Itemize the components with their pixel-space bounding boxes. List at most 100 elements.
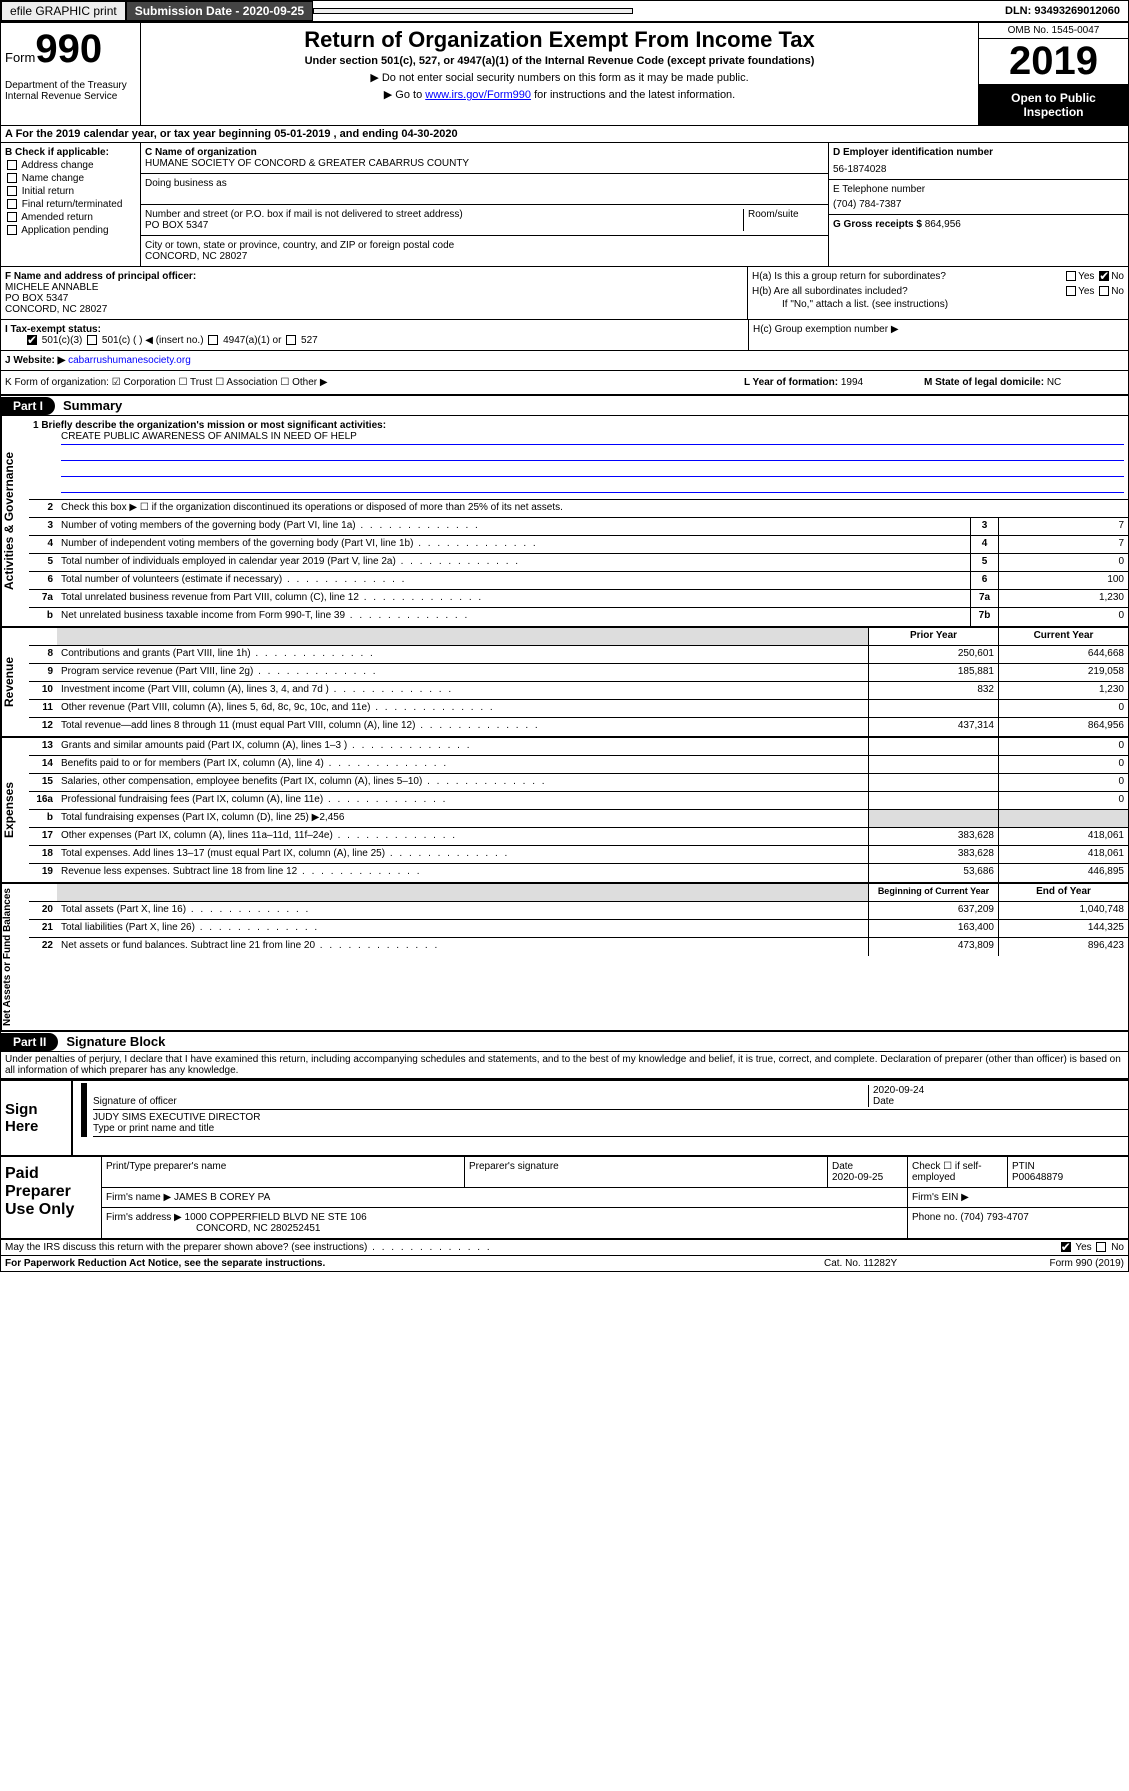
firm-ein-label: Firm's EIN ▶	[908, 1188, 1128, 1207]
row-j-website: J Website: ▶ cabarrushumanesociety.org	[1, 351, 1128, 371]
part-1-title: Summary	[63, 396, 122, 415]
row-i: I Tax-exempt status: 501(c)(3) 501(c) ( …	[1, 320, 1128, 351]
side-label-revenue: Revenue	[1, 628, 29, 736]
box-b-checkboxes: B Check if applicable: Address change Na…	[1, 143, 141, 266]
city-value: CONCORD, NC 28027	[145, 251, 824, 262]
form-of-org: K Form of organization: ☑ Corporation ☐ …	[5, 377, 744, 388]
gross-receipts-label: G Gross receipts $	[833, 219, 922, 230]
firm-addr2: CONCORD, NC 280252451	[196, 1223, 321, 1234]
table-row: 15Salaries, other compensation, employee…	[29, 774, 1128, 792]
firm-phone: (704) 793-4707	[960, 1212, 1028, 1223]
mission-text: CREATE PUBLIC AWARENESS OF ANIMALS IN NE…	[61, 431, 1124, 445]
website-link[interactable]: cabarrushumanesociety.org	[68, 355, 191, 366]
part-1-bubble: Part I	[1, 397, 55, 415]
form-number: 990	[35, 27, 102, 71]
submission-date: Submission Date - 2020-09-25	[126, 1, 313, 21]
sign-here-label: Sign Here	[1, 1081, 71, 1155]
firm-addr1: 1000 COPPERFIELD BLVD NE STE 106	[185, 1212, 367, 1223]
governance-section: Activities & Governance 1 Briefly descri…	[1, 416, 1128, 628]
org-name: HUMANE SOCIETY OF CONCORD & GREATER CABA…	[145, 158, 824, 169]
beginning-year-header: Beginning of Current Year	[868, 884, 998, 901]
ein-value: 56-1874028	[833, 164, 1124, 175]
org-name-label: C Name of organization	[145, 147, 824, 158]
efile-print-button[interactable]: efile GRAPHIC print	[1, 1, 126, 21]
current-year-header: Current Year	[998, 628, 1128, 645]
cb-final-return[interactable]: Final return/terminated	[5, 199, 136, 210]
officer-addr2: CONCORD, NC 28027	[5, 304, 743, 315]
officer-name: MICHELE ANNABLE	[5, 282, 743, 293]
address-label: Number and street (or P.O. box if mail i…	[145, 209, 739, 220]
h-b: H(b) Are all subordinates included? Yes …	[752, 286, 1124, 297]
table-row: 4Number of independent voting members of…	[29, 536, 1128, 554]
discuss-row: May the IRS discuss this return with the…	[1, 1240, 1128, 1256]
tax-exempt-label: I Tax-exempt status:	[5, 324, 101, 335]
row-k-l-m: K Form of organization: ☑ Corporation ☐ …	[1, 371, 1128, 396]
side-label-governance: Activities & Governance	[1, 416, 29, 626]
signature-officer-label: Signature of officer	[93, 1096, 177, 1107]
dropdown-placeholder[interactable]	[313, 8, 633, 14]
year-formation-label: L Year of formation:	[744, 377, 838, 388]
self-employed-check[interactable]: Check ☐ if self-employed	[908, 1157, 1008, 1187]
ptin-value: P00648879	[1012, 1172, 1063, 1183]
ein-label: D Employer identification number	[833, 147, 1124, 158]
revenue-section: Revenue Prior Year Current Year 8Contrib…	[1, 628, 1128, 738]
cb-initial-return[interactable]: Initial return	[5, 186, 136, 197]
row-a-tax-year: A For the 2019 calendar year, or tax yea…	[1, 126, 1128, 143]
form-header: Form990 Department of the Treasury Inter…	[1, 23, 1128, 126]
part-1-header: Part I Summary	[1, 396, 1128, 416]
cb-amended-return[interactable]: Amended return	[5, 212, 136, 223]
table-row: 8Contributions and grants (Part VIII, li…	[29, 646, 1128, 664]
table-row: 10Investment income (Part VIII, column (…	[29, 682, 1128, 700]
cb-name-change[interactable]: Name change	[5, 173, 136, 184]
cb-application-pending[interactable]: Application pending	[5, 225, 136, 236]
firm-name: JAMES B COREY PA	[174, 1192, 270, 1203]
end-year-header: End of Year	[998, 884, 1128, 901]
phone-value: (704) 784-7387	[833, 199, 1124, 210]
part-2-header: Part II Signature Block	[1, 1032, 1128, 1052]
table-row: 19Revenue less expenses. Subtract line 1…	[29, 864, 1128, 882]
form-title: Return of Organization Exempt From Incom…	[145, 27, 974, 53]
expenses-section: Expenses 13Grants and similar amounts pa…	[1, 738, 1128, 884]
table-row: bTotal fundraising expenses (Part IX, co…	[29, 810, 1128, 828]
row-f-h: F Name and address of principal officer:…	[1, 267, 1128, 320]
table-row: 9Program service revenue (Part VIII, lin…	[29, 664, 1128, 682]
cb-address-change[interactable]: Address change	[5, 160, 136, 171]
part-2-title: Signature Block	[66, 1032, 165, 1051]
h-note: If "No," attach a list. (see instruction…	[752, 299, 1124, 310]
form-note-2: ▶ Go to www.irs.gov/Form990 for instruct…	[145, 88, 974, 101]
address-value: PO BOX 5347	[145, 220, 739, 231]
phone-label: E Telephone number	[833, 184, 1124, 195]
prior-year-header: Prior Year	[868, 628, 998, 645]
table-row: 13Grants and similar amounts paid (Part …	[29, 738, 1128, 756]
tax-year: 2019	[979, 39, 1128, 85]
h-c: H(c) Group exemption number ▶	[748, 320, 1128, 350]
paperwork-footer: For Paperwork Reduction Act Notice, see …	[1, 1256, 1128, 1271]
form-note-1: ▶ Do not enter social security numbers o…	[145, 71, 974, 84]
h-a: H(a) Is this a group return for subordin…	[752, 271, 1124, 282]
table-row: 14Benefits paid to or for members (Part …	[29, 756, 1128, 774]
table-row: 6Total number of volunteers (estimate if…	[29, 572, 1128, 590]
state-domicile-label: M State of legal domicile:	[924, 377, 1044, 388]
table-row: 20Total assets (Part X, line 16)637,2091…	[29, 902, 1128, 920]
table-row: 12Total revenue—add lines 8 through 11 (…	[29, 718, 1128, 736]
gross-receipts-value: 864,956	[925, 219, 961, 230]
instructions-link[interactable]: www.irs.gov/Form990	[425, 89, 531, 101]
omb-number: OMB No. 1545-0047	[979, 23, 1128, 39]
form-label: Form	[5, 50, 35, 65]
table-row: 18Total expenses. Add lines 13–17 (must …	[29, 846, 1128, 864]
officer-addr1: PO BOX 5347	[5, 293, 743, 304]
sign-date: 2020-09-24	[873, 1085, 924, 1096]
dba-label: Doing business as	[145, 178, 824, 189]
table-row: 22Net assets or fund balances. Subtract …	[29, 938, 1128, 956]
open-to-public: Open to Public Inspection	[979, 85, 1128, 125]
table-row: 11Other revenue (Part VIII, column (A), …	[29, 700, 1128, 718]
table-row: 3Number of voting members of the governi…	[29, 518, 1128, 536]
sign-here-section: Sign Here Signature of officer 2020-09-2…	[1, 1079, 1128, 1157]
officer-label: F Name and address of principal officer:	[5, 271, 743, 282]
city-label: City or town, state or province, country…	[145, 240, 824, 251]
table-row: 17Other expenses (Part IX, column (A), l…	[29, 828, 1128, 846]
officer-print-name: JUDY SIMS EXECUTIVE DIRECTOR	[93, 1112, 260, 1123]
box-b-label: B Check if applicable:	[5, 147, 136, 158]
form-subtitle: Under section 501(c), 527, or 4947(a)(1)…	[145, 55, 974, 67]
perjury-declaration: Under penalties of perjury, I declare th…	[1, 1052, 1128, 1079]
